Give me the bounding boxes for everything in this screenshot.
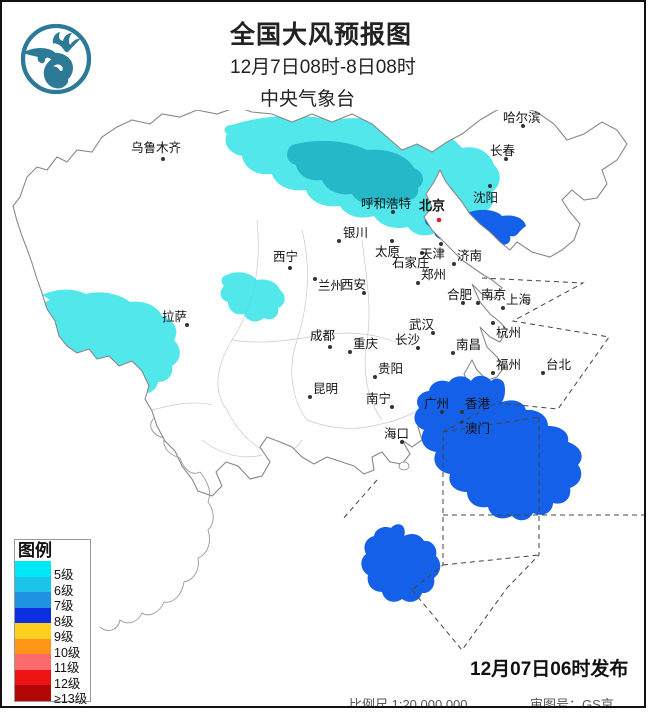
svg-text:长沙: 长沙 — [395, 333, 421, 347]
svg-text:沈阳: 沈阳 — [473, 190, 498, 205]
svg-text:昆明: 昆明 — [313, 382, 338, 396]
svg-text:哈尔滨: 哈尔滨 — [503, 110, 541, 125]
svg-text:长春: 长春 — [490, 144, 516, 158]
svg-text:台北: 台北 — [546, 357, 572, 372]
svg-text:呼和浩特: 呼和浩特 — [361, 196, 411, 211]
svg-text:澳门: 澳门 — [465, 421, 490, 436]
svg-text:广州: 广州 — [424, 397, 449, 411]
svg-text:南京: 南京 — [481, 287, 506, 302]
svg-text:合肥: 合肥 — [447, 287, 473, 302]
svg-text:武汉: 武汉 — [409, 318, 435, 332]
svg-text:香港: 香港 — [465, 397, 491, 411]
svg-text:西安: 西安 — [341, 277, 366, 292]
svg-text:西宁: 西宁 — [273, 249, 298, 264]
svg-text:南昌: 南昌 — [456, 337, 481, 352]
svg-text:银川: 银川 — [343, 226, 368, 240]
svg-text:北京: 北京 — [419, 198, 445, 213]
svg-text:郑州: 郑州 — [421, 267, 446, 282]
svg-text:杭州: 杭州 — [496, 325, 521, 340]
svg-text:兰州: 兰州 — [318, 279, 343, 293]
svg-text:成都: 成都 — [310, 329, 336, 343]
svg-text:上海: 上海 — [506, 292, 532, 307]
svg-text:福州: 福州 — [496, 357, 521, 372]
svg-text:天津: 天津 — [420, 247, 445, 261]
svg-text:拉萨: 拉萨 — [162, 309, 187, 324]
svg-text:贵阳: 贵阳 — [378, 362, 403, 376]
svg-text:南宁: 南宁 — [366, 391, 391, 406]
svg-text:重庆: 重庆 — [353, 336, 379, 351]
svg-text:海口: 海口 — [384, 426, 409, 441]
svg-text:济南: 济南 — [457, 248, 482, 263]
svg-text:乌鲁木齐: 乌鲁木齐 — [131, 140, 182, 155]
